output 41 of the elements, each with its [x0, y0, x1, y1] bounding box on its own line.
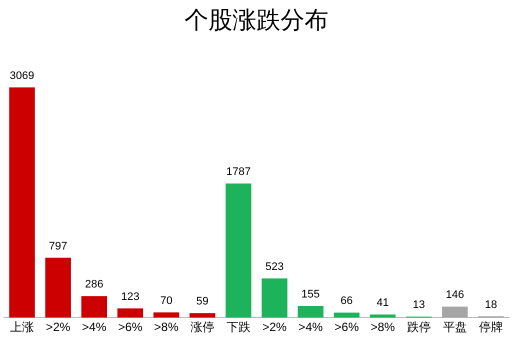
- data-label: 59: [196, 296, 209, 308]
- data-label: 1787: [226, 166, 251, 178]
- x-tick-label: >2%: [46, 320, 71, 334]
- data-label: 123: [121, 290, 140, 303]
- bar: [9, 87, 35, 318]
- data-label: 286: [85, 278, 104, 291]
- x-tick-label: >6%: [118, 320, 143, 334]
- bar: [370, 314, 396, 318]
- chart-title: 个股涨跌分布: [184, 7, 330, 36]
- x-tick-label: >4%: [298, 320, 324, 334]
- bar: [190, 313, 216, 318]
- data-label: 155: [301, 288, 320, 300]
- data-label: 523: [265, 260, 284, 273]
- data-label: 70: [160, 294, 172, 307]
- x-tick-label: >8%: [154, 320, 179, 334]
- data-label: 3069: [10, 70, 34, 82]
- bar: [442, 306, 468, 318]
- x-tick-label: >6%: [334, 320, 360, 334]
- x-tick-label: >2%: [262, 320, 288, 334]
- x-tick-label: 停牌: [478, 320, 503, 334]
- x-tick-label: 上涨: [10, 320, 34, 334]
- bar: [117, 308, 144, 318]
- x-tick-label: 涨停: [190, 320, 214, 334]
- bar: [262, 278, 288, 318]
- bar: [298, 306, 324, 318]
- x-tick-label: >4%: [82, 320, 107, 334]
- x-tick-label: 平盘: [442, 320, 467, 334]
- bar: [153, 312, 180, 318]
- data-label: 41: [376, 297, 389, 310]
- bar: [334, 312, 360, 318]
- data-label: 13: [412, 299, 425, 312]
- data-label: 797: [48, 240, 68, 252]
- data-label: 66: [340, 295, 353, 308]
- bar: [45, 258, 71, 318]
- data-label: 18: [484, 298, 498, 311]
- x-tick-label: 下跌: [226, 320, 250, 334]
- x-tick-label: >8%: [370, 320, 396, 334]
- x-tick-label: 跌停: [406, 320, 431, 334]
- bar: [81, 296, 108, 318]
- bar: [226, 184, 252, 318]
- data-label: 146: [446, 289, 464, 302]
